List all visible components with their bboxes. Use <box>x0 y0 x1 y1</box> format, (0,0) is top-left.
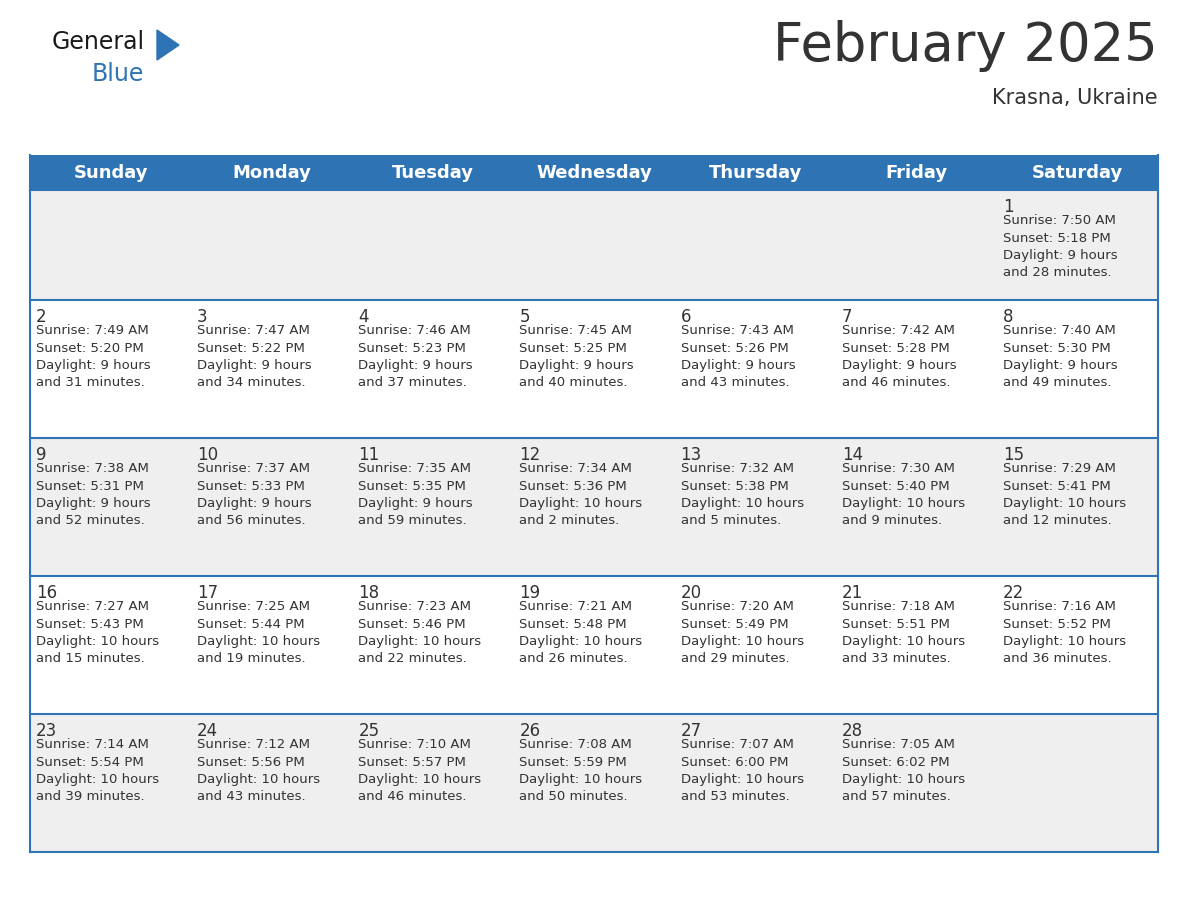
Text: 2: 2 <box>36 308 46 326</box>
Text: Thursday: Thursday <box>708 163 802 182</box>
Text: Sunrise: 7:21 AM
Sunset: 5:48 PM
Daylight: 10 hours
and 26 minutes.: Sunrise: 7:21 AM Sunset: 5:48 PM Dayligh… <box>519 600 643 666</box>
Text: February 2025: February 2025 <box>773 20 1158 72</box>
Text: Sunrise: 7:18 AM
Sunset: 5:51 PM
Daylight: 10 hours
and 33 minutes.: Sunrise: 7:18 AM Sunset: 5:51 PM Dayligh… <box>842 600 965 666</box>
Text: 3: 3 <box>197 308 208 326</box>
Text: 5: 5 <box>519 308 530 326</box>
Text: Wednesday: Wednesday <box>536 163 652 182</box>
Text: Monday: Monday <box>233 163 311 182</box>
Text: 28: 28 <box>842 722 862 740</box>
Text: Sunrise: 7:10 AM
Sunset: 5:57 PM
Daylight: 10 hours
and 46 minutes.: Sunrise: 7:10 AM Sunset: 5:57 PM Dayligh… <box>359 738 481 803</box>
Text: 7: 7 <box>842 308 852 326</box>
Text: Sunrise: 7:20 AM
Sunset: 5:49 PM
Daylight: 10 hours
and 29 minutes.: Sunrise: 7:20 AM Sunset: 5:49 PM Dayligh… <box>681 600 804 666</box>
Text: Sunrise: 7:49 AM
Sunset: 5:20 PM
Daylight: 9 hours
and 31 minutes.: Sunrise: 7:49 AM Sunset: 5:20 PM Dayligh… <box>36 324 151 389</box>
Text: Sunrise: 7:12 AM
Sunset: 5:56 PM
Daylight: 10 hours
and 43 minutes.: Sunrise: 7:12 AM Sunset: 5:56 PM Dayligh… <box>197 738 321 803</box>
Text: Sunrise: 7:42 AM
Sunset: 5:28 PM
Daylight: 9 hours
and 46 minutes.: Sunrise: 7:42 AM Sunset: 5:28 PM Dayligh… <box>842 324 956 389</box>
Text: Sunrise: 7:37 AM
Sunset: 5:33 PM
Daylight: 9 hours
and 56 minutes.: Sunrise: 7:37 AM Sunset: 5:33 PM Dayligh… <box>197 462 311 528</box>
Text: Tuesday: Tuesday <box>392 163 474 182</box>
Text: 25: 25 <box>359 722 379 740</box>
Text: Sunrise: 7:16 AM
Sunset: 5:52 PM
Daylight: 10 hours
and 36 minutes.: Sunrise: 7:16 AM Sunset: 5:52 PM Dayligh… <box>1003 600 1126 666</box>
Bar <box>30 190 1158 300</box>
Text: 10: 10 <box>197 446 219 464</box>
Text: 26: 26 <box>519 722 541 740</box>
Bar <box>30 155 1158 190</box>
Polygon shape <box>157 30 179 60</box>
Bar <box>30 576 1158 714</box>
Text: 12: 12 <box>519 446 541 464</box>
Bar <box>30 300 1158 438</box>
Text: Sunrise: 7:34 AM
Sunset: 5:36 PM
Daylight: 10 hours
and 2 minutes.: Sunrise: 7:34 AM Sunset: 5:36 PM Dayligh… <box>519 462 643 528</box>
Text: 4: 4 <box>359 308 368 326</box>
Text: 14: 14 <box>842 446 862 464</box>
Text: 19: 19 <box>519 584 541 602</box>
Text: Sunrise: 7:29 AM
Sunset: 5:41 PM
Daylight: 10 hours
and 12 minutes.: Sunrise: 7:29 AM Sunset: 5:41 PM Dayligh… <box>1003 462 1126 528</box>
Text: Sunrise: 7:25 AM
Sunset: 5:44 PM
Daylight: 10 hours
and 19 minutes.: Sunrise: 7:25 AM Sunset: 5:44 PM Dayligh… <box>197 600 321 666</box>
Text: 16: 16 <box>36 584 57 602</box>
Text: Sunrise: 7:27 AM
Sunset: 5:43 PM
Daylight: 10 hours
and 15 minutes.: Sunrise: 7:27 AM Sunset: 5:43 PM Dayligh… <box>36 600 159 666</box>
Text: Saturday: Saturday <box>1032 163 1123 182</box>
Bar <box>30 438 1158 576</box>
Text: Sunrise: 7:46 AM
Sunset: 5:23 PM
Daylight: 9 hours
and 37 minutes.: Sunrise: 7:46 AM Sunset: 5:23 PM Dayligh… <box>359 324 473 389</box>
Text: 23: 23 <box>36 722 57 740</box>
Text: 8: 8 <box>1003 308 1013 326</box>
Text: Sunrise: 7:45 AM
Sunset: 5:25 PM
Daylight: 9 hours
and 40 minutes.: Sunrise: 7:45 AM Sunset: 5:25 PM Dayligh… <box>519 324 634 389</box>
Text: 18: 18 <box>359 584 379 602</box>
Text: 11: 11 <box>359 446 379 464</box>
Text: Sunrise: 7:40 AM
Sunset: 5:30 PM
Daylight: 9 hours
and 49 minutes.: Sunrise: 7:40 AM Sunset: 5:30 PM Dayligh… <box>1003 324 1118 389</box>
Text: Sunrise: 7:07 AM
Sunset: 6:00 PM
Daylight: 10 hours
and 53 minutes.: Sunrise: 7:07 AM Sunset: 6:00 PM Dayligh… <box>681 738 804 803</box>
Text: General: General <box>52 30 145 54</box>
Text: 13: 13 <box>681 446 702 464</box>
Text: Krasna, Ukraine: Krasna, Ukraine <box>992 88 1158 108</box>
Text: 22: 22 <box>1003 584 1024 602</box>
Text: Sunrise: 7:14 AM
Sunset: 5:54 PM
Daylight: 10 hours
and 39 minutes.: Sunrise: 7:14 AM Sunset: 5:54 PM Dayligh… <box>36 738 159 803</box>
Text: 17: 17 <box>197 584 219 602</box>
Text: Sunrise: 7:50 AM
Sunset: 5:18 PM
Daylight: 9 hours
and 28 minutes.: Sunrise: 7:50 AM Sunset: 5:18 PM Dayligh… <box>1003 214 1118 279</box>
Text: 9: 9 <box>36 446 46 464</box>
Text: 27: 27 <box>681 722 702 740</box>
Text: Sunrise: 7:38 AM
Sunset: 5:31 PM
Daylight: 9 hours
and 52 minutes.: Sunrise: 7:38 AM Sunset: 5:31 PM Dayligh… <box>36 462 151 528</box>
Text: Blue: Blue <box>91 62 145 86</box>
Text: 6: 6 <box>681 308 691 326</box>
Text: Sunrise: 7:35 AM
Sunset: 5:35 PM
Daylight: 9 hours
and 59 minutes.: Sunrise: 7:35 AM Sunset: 5:35 PM Dayligh… <box>359 462 473 528</box>
Text: Sunrise: 7:47 AM
Sunset: 5:22 PM
Daylight: 9 hours
and 34 minutes.: Sunrise: 7:47 AM Sunset: 5:22 PM Dayligh… <box>197 324 311 389</box>
Text: Sunrise: 7:32 AM
Sunset: 5:38 PM
Daylight: 10 hours
and 5 minutes.: Sunrise: 7:32 AM Sunset: 5:38 PM Dayligh… <box>681 462 804 528</box>
Text: 20: 20 <box>681 584 702 602</box>
Text: Sunrise: 7:30 AM
Sunset: 5:40 PM
Daylight: 10 hours
and 9 minutes.: Sunrise: 7:30 AM Sunset: 5:40 PM Dayligh… <box>842 462 965 528</box>
Text: 1: 1 <box>1003 198 1013 216</box>
Text: 15: 15 <box>1003 446 1024 464</box>
Text: Sunrise: 7:23 AM
Sunset: 5:46 PM
Daylight: 10 hours
and 22 minutes.: Sunrise: 7:23 AM Sunset: 5:46 PM Dayligh… <box>359 600 481 666</box>
Text: Friday: Friday <box>885 163 947 182</box>
Text: 21: 21 <box>842 584 862 602</box>
Bar <box>30 714 1158 852</box>
Text: 24: 24 <box>197 722 219 740</box>
Text: Sunrise: 7:08 AM
Sunset: 5:59 PM
Daylight: 10 hours
and 50 minutes.: Sunrise: 7:08 AM Sunset: 5:59 PM Dayligh… <box>519 738 643 803</box>
Text: Sunrise: 7:43 AM
Sunset: 5:26 PM
Daylight: 9 hours
and 43 minutes.: Sunrise: 7:43 AM Sunset: 5:26 PM Dayligh… <box>681 324 795 389</box>
Text: Sunday: Sunday <box>74 163 147 182</box>
Text: Sunrise: 7:05 AM
Sunset: 6:02 PM
Daylight: 10 hours
and 57 minutes.: Sunrise: 7:05 AM Sunset: 6:02 PM Dayligh… <box>842 738 965 803</box>
